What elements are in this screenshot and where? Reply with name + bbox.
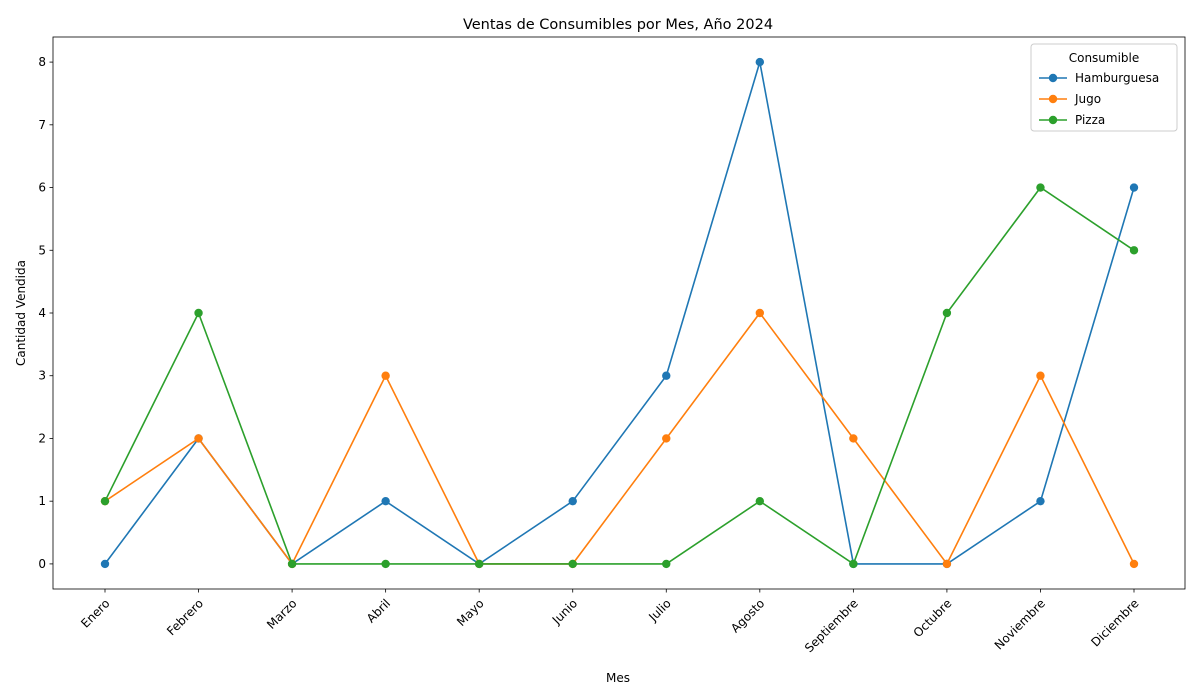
y-tick-label: 0 [38, 557, 46, 571]
x-tick-label: Marzo [264, 596, 300, 632]
x-tick-label: Mayo [454, 596, 487, 629]
data-point-jugo [194, 434, 203, 443]
data-point-hamburguesa [100, 559, 110, 569]
legend-marker [1048, 94, 1058, 104]
data-point-pizza [1129, 246, 1139, 255]
data-point-jugo [381, 371, 390, 380]
plot-frame [52, 36, 1186, 590]
y-tick-label: 2 [38, 431, 46, 445]
y-tick-label: 6 [38, 181, 46, 195]
legend-marker [1048, 115, 1058, 125]
x-tick-label: Diciembre [1088, 596, 1141, 649]
data-point-hamburguesa [1036, 496, 1045, 506]
x-tick-label: Noviembre [992, 596, 1048, 652]
x-tick-label: Octubre [911, 596, 955, 640]
data-point-pizza [942, 308, 952, 318]
data-point-hamburguesa [662, 371, 671, 380]
legend-entry-label: Jugo [1074, 92, 1101, 106]
data-point-pizza [194, 308, 203, 318]
series-line-pizza [104, 186, 1135, 566]
data-point-hamburguesa [755, 57, 765, 67]
x-tick-label: Febrero [164, 596, 206, 638]
data-point-hamburguesa [568, 496, 577, 506]
x-tick-label: Julio [645, 596, 673, 624]
data-point-pizza [100, 496, 110, 506]
data-point-pizza [568, 559, 577, 569]
legend-marker [1048, 73, 1058, 83]
data-point-pizza [1036, 183, 1045, 192]
x-tick-label: Enero [78, 596, 112, 630]
y-axis-label: Cantidad Vendida [14, 260, 28, 366]
data-point-pizza [662, 559, 671, 569]
x-axis-label: Mes [606, 671, 630, 685]
data-point-pizza [474, 559, 484, 569]
x-tick-label: Agosto [728, 596, 767, 635]
legend-entry-label: Hamburguesa [1075, 71, 1159, 85]
x-tick-label: Junio [549, 596, 580, 627]
y-tick-label: 3 [38, 369, 46, 383]
y-tick-label: 8 [38, 55, 46, 69]
x-tick-label: Septiembre [802, 596, 861, 655]
data-point-jugo [942, 559, 952, 569]
legend-box [1030, 43, 1178, 132]
series-line-jugo [104, 311, 1135, 566]
y-tick-label: 4 [38, 306, 46, 320]
series-line-hamburguesa [104, 61, 1135, 565]
data-point-pizza [849, 559, 858, 569]
chart-title: Ventas de Consumibles por Mes, Año 2024 [463, 17, 773, 33]
data-point-pizza [381, 559, 390, 569]
data-point-pizza [287, 559, 297, 569]
data-point-pizza [755, 496, 765, 506]
data-point-jugo [1129, 559, 1139, 569]
y-tick-label: 1 [38, 494, 46, 508]
data-point-hamburguesa [381, 496, 390, 506]
y-tick-label: 5 [38, 243, 46, 257]
legend: Consumible Hamburguesa Jugo Pizza [1030, 43, 1178, 132]
y-tick-label: 7 [38, 118, 46, 132]
legend-entry-label: Pizza [1075, 113, 1105, 127]
data-point-jugo [1036, 371, 1045, 380]
legend-title: Consumible [1069, 51, 1140, 65]
data-point-jugo [755, 308, 765, 318]
data-point-jugo [849, 434, 858, 443]
x-tick-label: Abril [364, 596, 393, 625]
data-point-hamburguesa [1129, 183, 1139, 192]
data-point-jugo [662, 434, 671, 443]
